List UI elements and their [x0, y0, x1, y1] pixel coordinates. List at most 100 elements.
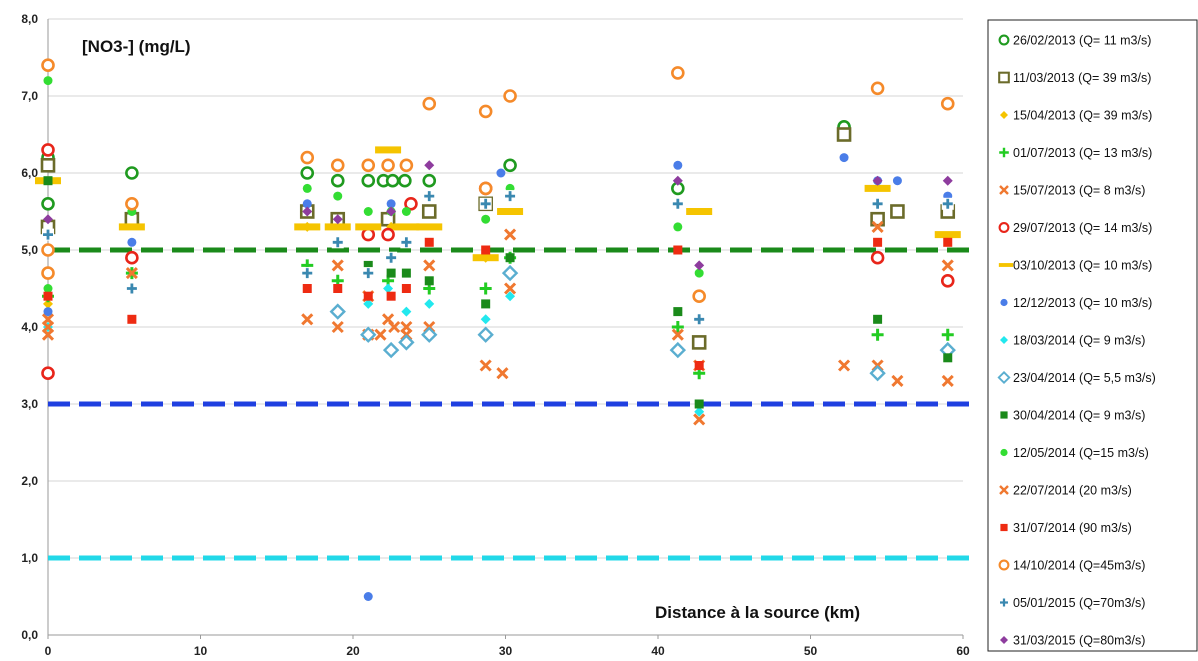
data-point — [40, 158, 56, 173]
x-tick-label: 50 — [804, 644, 818, 658]
data-point — [686, 208, 713, 215]
data-point — [1000, 448, 1008, 457]
data-point — [472, 254, 499, 262]
data-point — [386, 291, 396, 301]
data-point — [870, 250, 885, 265]
data-point — [479, 282, 492, 295]
data-point — [43, 291, 53, 301]
data-point — [998, 559, 1010, 571]
data-point — [1000, 411, 1008, 419]
data-point — [999, 185, 1009, 195]
data-point — [363, 592, 373, 601]
data-point — [416, 223, 443, 231]
legend-label: 15/07/2013 (Q= 8 m3/s) — [1013, 184, 1145, 198]
legend-item: 22/07/2014 (20 m3/s) — [999, 484, 1132, 498]
x-tick-label: 20 — [346, 644, 360, 658]
data-point — [382, 313, 395, 326]
data-point — [42, 228, 54, 241]
data-point — [477, 326, 494, 343]
data-point — [998, 34, 1010, 46]
y-tick-label: 7,0 — [21, 89, 38, 103]
data-point — [671, 197, 684, 210]
data-point — [673, 307, 683, 317]
data-point — [400, 320, 413, 334]
data-point — [41, 197, 55, 211]
data-point — [940, 96, 955, 111]
y-tick-label: 6,0 — [21, 166, 38, 180]
data-point — [324, 223, 351, 231]
data-point — [125, 166, 139, 180]
series-points — [42, 190, 954, 326]
data-point — [422, 173, 437, 188]
data-point — [43, 284, 53, 293]
data-point — [940, 273, 955, 288]
legend-label: 05/01/2015 (Q=70m3/s) — [1013, 596, 1145, 610]
data-point — [505, 253, 515, 263]
data-point — [361, 158, 376, 173]
data-point — [125, 250, 139, 265]
data-point — [422, 96, 437, 111]
data-point — [300, 166, 315, 180]
data-point — [669, 341, 687, 359]
data-point — [481, 245, 491, 255]
legend-label: 29/07/2013 (Q= 14 m3/s) — [1013, 221, 1152, 235]
data-point — [398, 334, 415, 351]
data-point — [127, 314, 137, 324]
data-point — [497, 208, 524, 215]
data-point — [480, 314, 491, 325]
data-point — [837, 359, 851, 372]
legend-label: 14/10/2014 (Q=45m3/s) — [1013, 559, 1145, 573]
data-point — [872, 175, 883, 186]
data-point — [694, 268, 704, 278]
data-point — [694, 399, 704, 409]
legend-label: 03/10/2013 (Q= 10 m3/s) — [1013, 259, 1152, 273]
data-point — [891, 374, 904, 387]
legend-label: 15/04/2013 (Q= 39 m3/s) — [1013, 109, 1152, 123]
data-point — [505, 291, 516, 302]
y-tick-label: 5,0 — [21, 243, 38, 257]
data-point — [871, 220, 884, 233]
legend-item: 12/12/2013 (Q= 10 m3/s) — [1000, 296, 1152, 310]
x-tick-label: 40 — [651, 644, 665, 658]
data-point — [943, 353, 953, 363]
data-point — [691, 335, 707, 350]
data-point — [401, 207, 411, 216]
data-point — [836, 127, 852, 142]
legend-label: 31/03/2015 (Q=80m3/s) — [1013, 634, 1145, 648]
legend-label: 18/03/2014 (Q= 9 m3/s) — [1013, 334, 1145, 348]
legend-item: 31/03/2015 (Q=80m3/s) — [1000, 634, 1145, 648]
data-point — [693, 413, 706, 426]
data-point — [890, 204, 905, 219]
data-point — [423, 190, 436, 203]
data-point — [385, 173, 400, 188]
data-point — [873, 237, 883, 247]
data-point — [125, 267, 138, 280]
data-point — [41, 366, 55, 381]
data-point — [43, 307, 53, 317]
data-point — [43, 176, 53, 186]
data-point — [1000, 336, 1008, 344]
data-point — [331, 259, 344, 272]
legend-item: 05/01/2015 (Q=70m3/s) — [999, 596, 1145, 610]
data-point — [331, 236, 344, 249]
data-point — [41, 143, 55, 157]
data-point — [479, 197, 492, 210]
data-point — [363, 291, 373, 301]
data-point — [503, 89, 517, 103]
series-points — [43, 160, 953, 271]
x-tick-label: 10 — [194, 644, 208, 658]
legend-item: 26/02/2013 (Q= 11 m3/s) — [998, 34, 1151, 48]
data-point — [1000, 636, 1008, 644]
data-point — [302, 206, 313, 217]
data-point — [41, 320, 55, 334]
data-point — [999, 147, 1009, 158]
data-point — [997, 370, 1011, 385]
data-point — [363, 260, 373, 270]
data-point — [999, 485, 1009, 495]
data-point — [421, 204, 437, 219]
data-point — [386, 268, 396, 278]
data-point — [361, 227, 376, 242]
data-point — [362, 267, 375, 280]
data-point — [892, 176, 902, 186]
data-point — [423, 259, 436, 272]
